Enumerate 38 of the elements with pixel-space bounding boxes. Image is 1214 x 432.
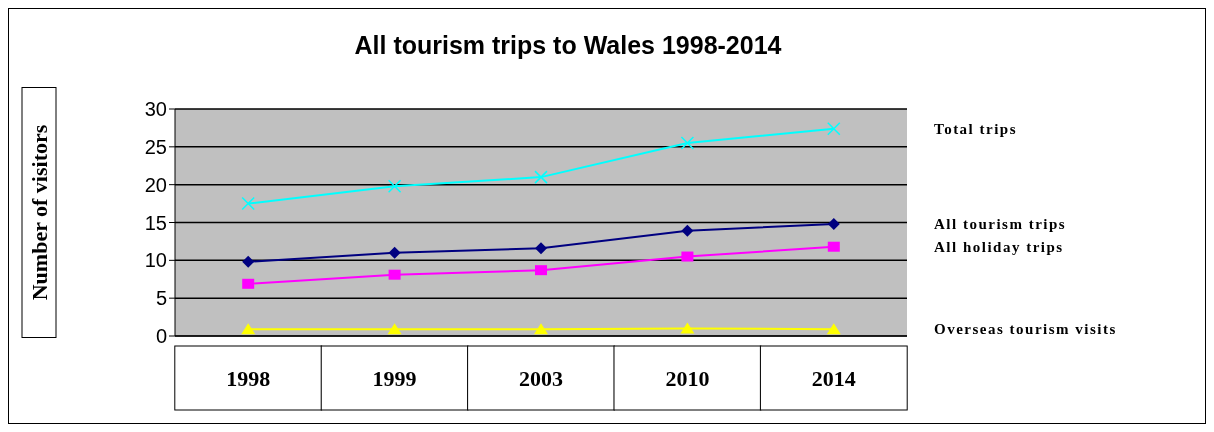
point [241, 323, 256, 335]
y-tick-label: 20 [144, 173, 167, 196]
point [535, 242, 547, 255]
text: Overseas tourism visits [934, 321, 1117, 338]
point [387, 323, 402, 335]
x-tick-label: 2010 [665, 366, 710, 391]
point [680, 136, 695, 150]
point [242, 255, 255, 268]
point [241, 196, 255, 211]
y-tick-label: 0 [155, 325, 167, 348]
point [826, 323, 841, 335]
y-tick-label: 25 [144, 135, 167, 158]
x-tick-label: 2003 [519, 366, 563, 391]
y-tick-label: 10 [144, 249, 167, 272]
x-tick-label: 1998 [226, 366, 271, 391]
point [388, 269, 401, 280]
point [387, 179, 402, 193]
point [534, 323, 548, 335]
text: All holiday trips [934, 238, 1064, 255]
point [827, 218, 840, 231]
y-axis-title: Number of visitors [26, 124, 52, 301]
point [388, 246, 401, 259]
point [827, 241, 840, 252]
y-tick-label: 5 [155, 287, 167, 310]
y-tick-label: 15 [144, 211, 167, 234]
point [534, 170, 548, 184]
y-tick-label: 30 [144, 98, 167, 121]
point [827, 121, 841, 136]
text: Total trips [934, 120, 1018, 137]
point [681, 224, 694, 237]
point [535, 265, 547, 276]
text: All tourism trips [934, 216, 1067, 233]
x-tick-label: 1999 [372, 366, 417, 391]
point [242, 278, 255, 289]
chart-title: All tourism trips to Wales 1998-2014 [353, 31, 783, 60]
point [680, 322, 695, 334]
point [681, 251, 694, 262]
x-tick-label: 2014 [811, 366, 856, 391]
